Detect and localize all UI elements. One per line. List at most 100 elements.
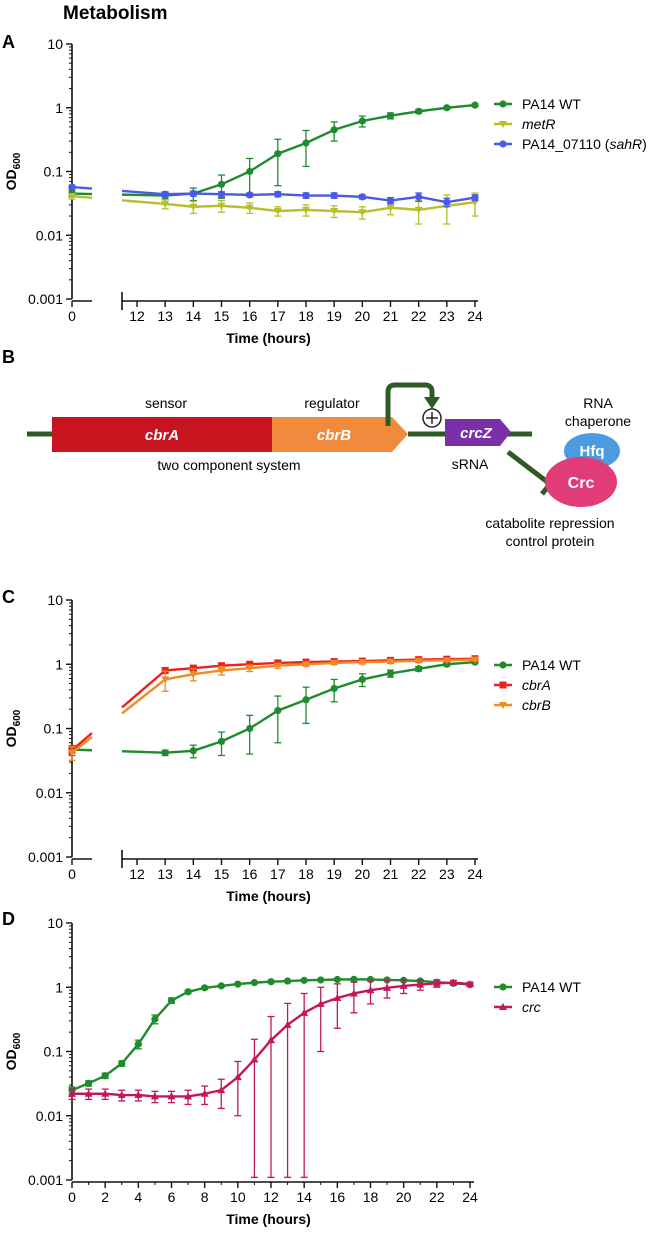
- x-tick-label: 15: [214, 866, 230, 882]
- series-line: [71, 194, 93, 200]
- data-point: [161, 666, 169, 674]
- data-point: [443, 198, 451, 206]
- data-point: [233, 1073, 242, 1081]
- data-point: [250, 1055, 259, 1063]
- page-title: Metabolism: [63, 3, 168, 24]
- data-point: [358, 117, 366, 125]
- data-point: [471, 101, 479, 109]
- x-tick-label: 16: [242, 308, 258, 324]
- x-tick-label: 0: [68, 1189, 76, 1205]
- data-point: [415, 665, 423, 673]
- data-point: [189, 190, 197, 198]
- data-point: [217, 180, 226, 188]
- data-point: [466, 980, 474, 988]
- x-tick-label: 12: [263, 1189, 279, 1205]
- series-line: [165, 657, 476, 672]
- panel-c-chart: C 0.001 0.01 0.1 1 10 OD600 0 12 13 14 15 16 17 18 19 2…: [2, 587, 581, 904]
- data-point: [161, 190, 169, 198]
- x-tick-label: 10: [230, 1189, 246, 1205]
- data-point: [330, 191, 338, 200]
- x-tick-label: 18: [298, 308, 314, 324]
- x-tick-label: 24: [467, 308, 483, 324]
- x-tick-label: 24: [462, 1189, 478, 1205]
- legend-marker: [499, 661, 507, 669]
- y-tick-label: 0.01: [36, 1108, 63, 1124]
- panel-b-label: B: [2, 347, 15, 367]
- data-point: [333, 975, 341, 984]
- data-point: [274, 706, 282, 715]
- y-tick-label: 0.001: [28, 849, 63, 865]
- data-point: [84, 1089, 93, 1097]
- data-point: [432, 979, 441, 987]
- data-point: [302, 139, 310, 147]
- x-tick-label: 13: [157, 308, 173, 324]
- y-tick-label: 1: [55, 979, 63, 995]
- data-point: [349, 989, 358, 997]
- data-point: [217, 737, 226, 745]
- y-axis-label: OD600: [3, 1032, 23, 1070]
- srna-label: sRNA: [452, 456, 489, 472]
- data-point: [245, 204, 254, 212]
- x-tick-label: 20: [396, 1189, 412, 1205]
- data-point: [167, 996, 176, 1005]
- hfq-label: Hfq: [580, 443, 605, 460]
- data-point: [471, 656, 479, 664]
- y-tick-label: 10: [47, 915, 63, 931]
- data-point: [101, 1072, 109, 1080]
- panel-a-chart: A 0.001 0.01 0.1 1 10 OD600 0 12 13 14 15 16 17 18 19 2…: [2, 32, 647, 346]
- x-tick-label: 4: [134, 1189, 142, 1205]
- data-point: [68, 1089, 76, 1097]
- activation-arrowhead: [424, 397, 440, 409]
- x-tick-label: 16: [330, 1189, 346, 1205]
- data-point: [246, 191, 254, 199]
- series-line: [165, 192, 476, 204]
- data-point: [68, 749, 76, 757]
- data-point: [189, 747, 197, 755]
- catabolite-label-1: catabolite repression: [485, 515, 614, 531]
- legend-label: PA14 WT: [522, 979, 581, 995]
- data-point: [399, 981, 408, 989]
- x-axis-label: Time (hours): [226, 330, 311, 346]
- data-point: [283, 977, 292, 985]
- crcZ-gene-label: crcZ: [460, 425, 493, 442]
- data-point: [68, 193, 76, 201]
- y-tick-label: 0.1: [44, 1044, 64, 1060]
- data-point: [217, 202, 226, 210]
- crcZ-gene: [445, 419, 511, 446]
- sensor-label: sensor: [145, 395, 187, 411]
- x-tick-label: 12: [129, 308, 145, 324]
- data-point: [274, 150, 282, 158]
- data-point: [383, 983, 392, 991]
- x-tick-label: 18: [298, 866, 314, 882]
- data-point: [234, 980, 242, 988]
- y-tick-label: 0.001: [28, 291, 63, 307]
- series-cbrb: [68, 656, 479, 761]
- data-point: [217, 982, 225, 990]
- x-tick-label: 12: [129, 866, 145, 882]
- panel-b-diagram: B cbrA cbrB crcZ sensor regulator two co…: [2, 347, 631, 549]
- data-point: [245, 665, 254, 673]
- data-point: [386, 112, 395, 120]
- x-tick-label: 22: [429, 1189, 445, 1205]
- inhibition-line: [506, 450, 552, 486]
- legend-label: PA14 WT: [522, 96, 581, 112]
- data-point: [184, 1092, 193, 1100]
- activation-arrow: [385, 382, 435, 426]
- data-point: [200, 1089, 209, 1097]
- catabolite-label-2: control protein: [506, 533, 595, 549]
- legend-label: cbrB: [522, 697, 551, 713]
- y-tick-label: 1: [55, 656, 63, 672]
- data-point: [161, 676, 170, 684]
- data-point: [414, 657, 423, 665]
- data-point: [246, 167, 254, 176]
- data-point: [246, 724, 254, 733]
- x-tick-label: 23: [439, 308, 455, 324]
- data-point: [358, 675, 366, 684]
- data-point: [217, 190, 226, 198]
- data-point: [267, 978, 275, 986]
- data-point: [330, 126, 338, 134]
- legend-label: crc: [522, 999, 541, 1015]
- data-point: [218, 662, 225, 670]
- legend-label: cbrA: [522, 677, 551, 693]
- data-point: [443, 104, 451, 112]
